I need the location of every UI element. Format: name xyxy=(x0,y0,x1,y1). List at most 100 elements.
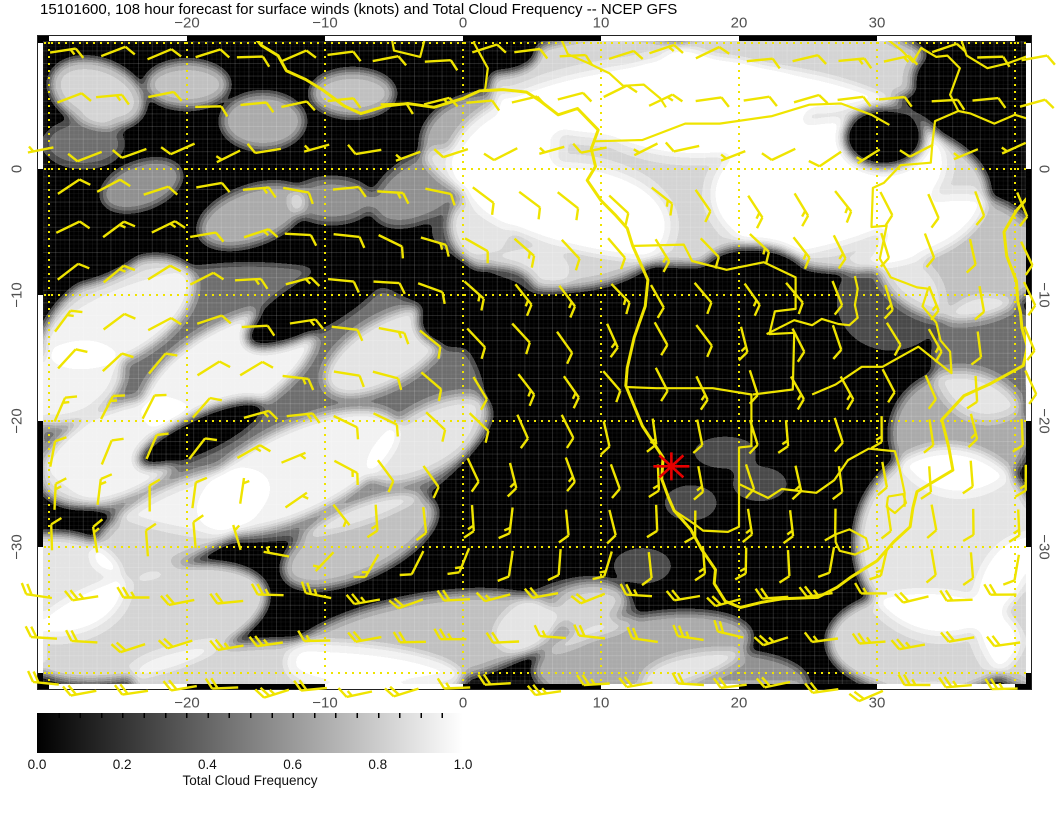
wind-barb xyxy=(741,508,754,544)
wind-barb xyxy=(433,147,469,159)
wind-barb xyxy=(497,550,514,583)
wind-barb xyxy=(447,547,471,576)
wind-barb xyxy=(777,420,790,454)
wind-barb xyxy=(215,149,241,164)
wind-barb xyxy=(234,277,269,290)
wind-barb xyxy=(395,150,421,162)
wind-barb xyxy=(972,96,1007,109)
wind-barb xyxy=(649,284,665,319)
wind-barb xyxy=(189,271,225,286)
wind-barb xyxy=(27,670,59,686)
wind-barb xyxy=(263,546,290,558)
wind-barb xyxy=(1024,369,1038,405)
wind-barb xyxy=(699,237,720,269)
wind-barb xyxy=(684,510,697,544)
wind-barb xyxy=(603,84,638,99)
wind-barb xyxy=(333,370,365,388)
wind-barb xyxy=(748,369,759,405)
wind-barb xyxy=(761,147,796,162)
wind-barb xyxy=(831,324,843,360)
wind-barb xyxy=(513,237,536,268)
wind-barb xyxy=(970,331,983,366)
wind-barb xyxy=(650,186,674,216)
wind-barb xyxy=(464,237,489,264)
wind-barb xyxy=(743,282,761,317)
wind-barb xyxy=(894,591,929,604)
wind-barb xyxy=(573,624,606,640)
location-marker-asterisk xyxy=(653,452,690,481)
wind-barb xyxy=(333,459,359,486)
wind-barb xyxy=(54,309,83,333)
wind-barb xyxy=(694,547,707,582)
wind-barb xyxy=(953,148,979,161)
wind-barb xyxy=(791,465,803,501)
wind-barb xyxy=(1001,141,1027,155)
wind-barb xyxy=(793,192,810,227)
country-border xyxy=(738,447,906,507)
left-axis-tick--10: −10 xyxy=(8,282,26,308)
wind-barb xyxy=(195,105,229,118)
wind-barb xyxy=(345,593,381,606)
wind-barb xyxy=(897,673,931,687)
wind-barb xyxy=(831,280,844,316)
wind-barb xyxy=(1002,554,1021,586)
wind-barb xyxy=(560,238,581,271)
wind-barb xyxy=(1014,464,1027,498)
wind-barb xyxy=(671,672,704,687)
wind-barb xyxy=(602,370,622,403)
wind-barb xyxy=(747,195,764,229)
wind-barb xyxy=(837,95,872,108)
wind-barb xyxy=(791,328,806,363)
wind-barb xyxy=(147,48,182,61)
wind-barb xyxy=(870,416,883,450)
colorbar-tick-0.0: 0.0 xyxy=(27,757,47,772)
wind-barb xyxy=(547,549,562,582)
wind-barb xyxy=(648,464,661,499)
wind-barb xyxy=(516,414,529,449)
wind-barb xyxy=(920,466,933,500)
wind-barb xyxy=(424,59,459,71)
country-border xyxy=(766,275,859,336)
wind-barb xyxy=(333,233,366,249)
coastline xyxy=(252,35,1032,609)
wind-barb xyxy=(648,93,684,107)
wind-barb xyxy=(743,95,778,107)
wind-barb xyxy=(475,591,511,603)
wind-barb xyxy=(209,592,244,605)
wind-barb xyxy=(1016,192,1029,227)
wind-barb xyxy=(514,47,549,60)
wind-barb xyxy=(749,233,771,264)
wind-barb xyxy=(113,683,149,696)
wind-barb xyxy=(883,284,894,320)
wind-barb xyxy=(744,464,756,499)
wind-barb xyxy=(754,587,789,600)
bottom-axis-tick--10: −10 xyxy=(312,694,338,712)
wind-barb xyxy=(196,181,231,193)
wind-barb xyxy=(483,147,518,162)
wind-barb xyxy=(327,277,360,294)
wind-barb xyxy=(1020,241,1034,276)
wind-barb xyxy=(664,141,700,153)
wind-barb xyxy=(879,191,894,226)
wind-barb xyxy=(20,582,53,600)
top-axis-tick-20: 20 xyxy=(730,14,748,32)
wind-barb xyxy=(102,264,136,284)
wind-barb xyxy=(111,147,147,159)
wind-barb xyxy=(49,47,85,59)
wind-barb xyxy=(556,331,574,365)
wind-barb xyxy=(422,465,440,499)
wind-barb xyxy=(833,417,844,453)
wind-barb xyxy=(254,686,290,699)
wind-barb xyxy=(376,459,395,493)
wind-barb xyxy=(538,145,565,155)
wind-barb xyxy=(927,328,943,363)
wind-barb xyxy=(236,55,271,68)
wind-barb xyxy=(879,232,891,268)
wind-barb xyxy=(147,316,182,332)
wind-barb xyxy=(463,280,485,311)
bottom-axis-tick-20: 20 xyxy=(730,694,748,712)
wind-barb xyxy=(694,189,712,223)
wind-barb xyxy=(649,43,684,55)
